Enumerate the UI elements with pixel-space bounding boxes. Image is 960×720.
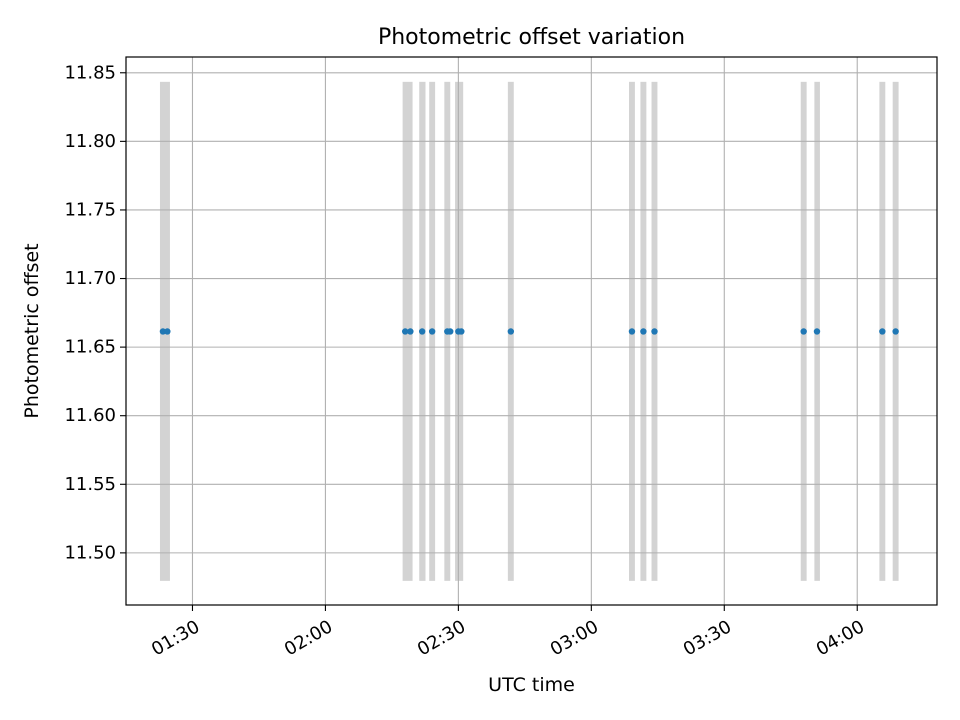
y-tick-label: 11.55 bbox=[64, 474, 116, 495]
data-point bbox=[813, 328, 821, 335]
data-point bbox=[164, 328, 171, 335]
data-point bbox=[651, 328, 658, 335]
data-point bbox=[447, 328, 454, 335]
y-tick-label: 11.50 bbox=[64, 542, 116, 563]
y-tick-label: 11.85 bbox=[64, 62, 116, 83]
y-tick-label: 11.70 bbox=[64, 268, 116, 289]
data-point bbox=[892, 328, 899, 335]
data-point bbox=[407, 328, 414, 335]
y-tick-label: 11.65 bbox=[64, 337, 116, 358]
y-tick-label: 11.60 bbox=[64, 405, 116, 426]
data-point bbox=[640, 328, 647, 335]
y-tick-label: 11.80 bbox=[64, 131, 116, 152]
y-axis-label: Photometric offset bbox=[21, 243, 43, 418]
data-point bbox=[458, 328, 465, 335]
data-point bbox=[418, 328, 426, 335]
data-point bbox=[159, 328, 167, 335]
points-layer bbox=[159, 328, 899, 335]
plot-frame bbox=[125, 56, 938, 606]
data-point bbox=[628, 328, 636, 335]
x-axis-label: UTC time bbox=[488, 674, 575, 696]
data-point bbox=[879, 328, 886, 335]
y-tick-label: 11.75 bbox=[64, 199, 116, 220]
chart-title: Photometric offset variation bbox=[378, 25, 685, 50]
data-point bbox=[428, 328, 436, 335]
data-point bbox=[800, 328, 807, 335]
data-point bbox=[401, 328, 409, 335]
data-point bbox=[507, 328, 515, 335]
